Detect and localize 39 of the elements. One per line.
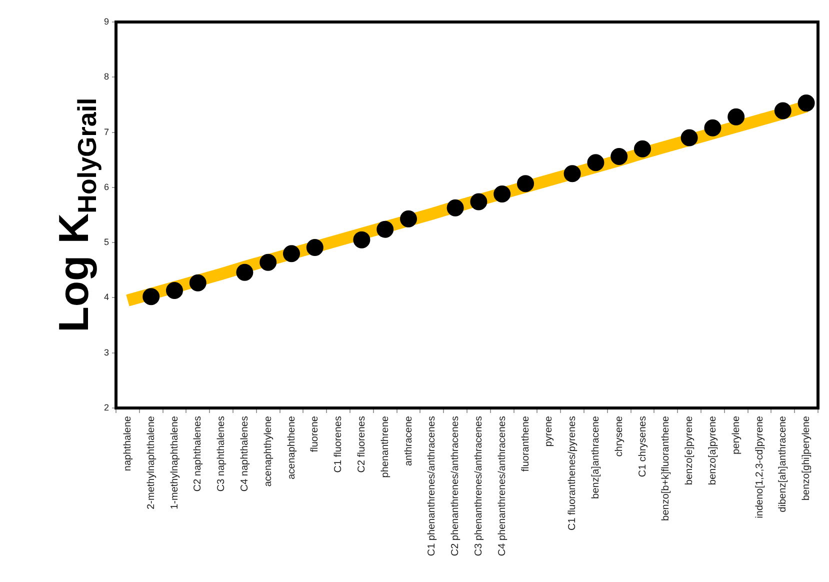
y-tick-label: 7	[104, 126, 109, 137]
x-tick-label: chrysene	[614, 416, 625, 457]
x-tick-label: benz[a]anthracene	[590, 416, 602, 499]
y-tick-label: 8	[104, 72, 109, 82]
x-tick-label: pyrene	[544, 416, 555, 447]
x-tick-label: C3 phenanthrenes/anthracenes	[473, 416, 484, 556]
y-tick-label: 9	[104, 16, 109, 26]
x-tick-label: indeno[1,2,3-cd]pyrene	[754, 416, 766, 518]
x-tick-label: benzo[e]pyrene	[684, 416, 696, 485]
y-tick-label: 3	[104, 347, 109, 358]
x-tick-label: fluorene	[310, 416, 321, 452]
x-tick-label: dibenz[ah]anthracene	[778, 416, 789, 512]
y-tick-label: 2	[104, 402, 109, 412]
x-tick-label: C1 fluorenes	[333, 416, 344, 473]
x-tick-label: anthracene	[403, 416, 414, 466]
x-tick-label: phenanthrene	[380, 416, 391, 478]
x-tick-label: C2 fluorenes	[356, 416, 368, 473]
y-tick-label: 5	[104, 237, 109, 248]
y-tick-label: 4	[104, 292, 109, 302]
x-tick-label: perylene	[730, 416, 742, 454]
x-tick-label: C4 phenanthrenes/anthracenes	[496, 416, 508, 556]
x-tick-label: C1 fluoranthenes/pyrenes	[567, 416, 578, 531]
x-tick-label: 1-methylnaphthalene	[169, 416, 180, 510]
x-tick-label: C1 phenanthrenes/anthracenes	[426, 416, 438, 556]
x-tick-label: fluoranthene	[520, 416, 532, 472]
x-tick-label: acenaphthylene	[262, 416, 274, 487]
x-tick-label: 2-methylnaphthalene	[146, 416, 157, 510]
x-tick-label: naphthalene	[122, 416, 134, 472]
x-tick-label: C2 naphthalenes	[192, 416, 204, 492]
y-axis-title: Log KHolyGrail	[50, 98, 102, 332]
x-tick-label: acenaphthene	[286, 416, 298, 480]
x-tick-label: C3 naphthalenes	[216, 416, 228, 492]
x-tick-label: benzo[b+k]fluoranthene	[660, 416, 672, 521]
x-tick-label: C2 phenanthrenes/anthracenes	[450, 416, 462, 556]
x-tick-label: benzo[a]pyrene	[707, 416, 718, 485]
x-tick-label: C1 chrysenes	[637, 416, 648, 478]
x-tick-label: benzo[ghi]perylene	[801, 416, 812, 501]
x-tick-label: C4 naphthalenes	[239, 416, 250, 492]
y-tick-label: 6	[104, 182, 109, 192]
